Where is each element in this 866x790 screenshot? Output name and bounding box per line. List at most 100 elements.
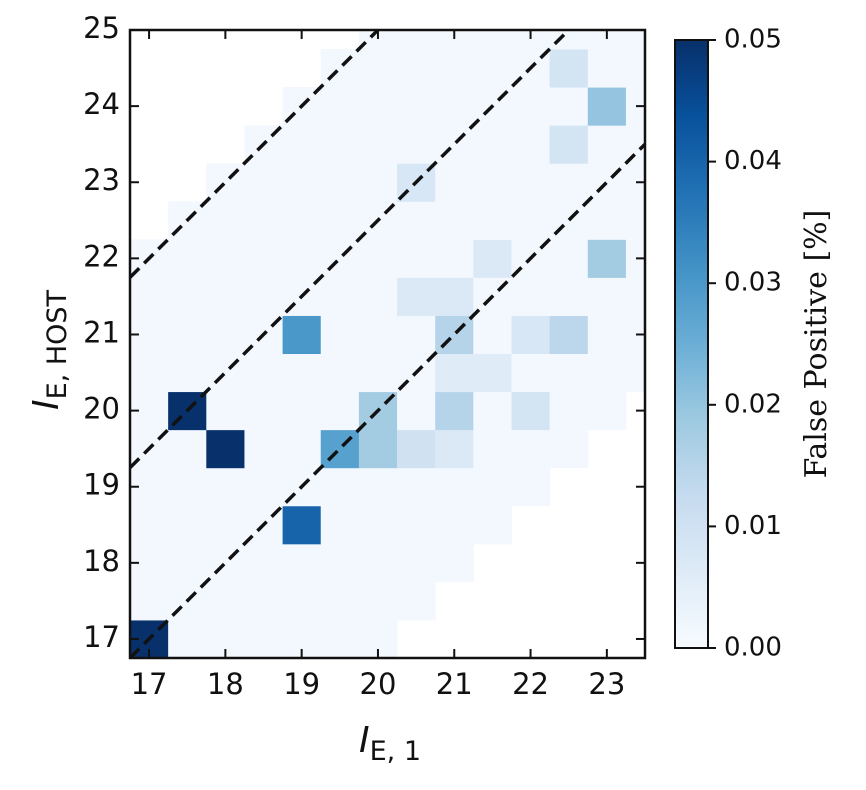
heatmap-cell [625,315,645,355]
y-axis-label: IE, HOST [26,289,73,410]
heatmap-cell [244,391,284,431]
y-tick-label: 21 [83,315,120,349]
heatmap-cell [587,30,627,50]
colorbar-tick-label: 0.05 [724,25,782,55]
x-tick-label: 20 [360,667,397,701]
heatmap-cell [549,30,589,50]
heatmap-cell [549,87,589,126]
heatmap-cell [244,353,284,393]
heatmap-cell [473,201,512,240]
heatmap-cell [397,581,436,621]
heatmap-cell [130,581,169,621]
heatmap-cell [244,581,284,621]
heatmap-cell [587,277,627,316]
heatmap-cell [511,429,551,469]
y-tick-label: 23 [83,163,120,197]
heatmap-cell [549,49,589,88]
heatmap-cell [320,49,360,88]
heatmap-cell [397,201,436,240]
heatmap-cell [320,87,360,126]
heatmap-cell [244,277,284,316]
heatmap-cell [625,239,645,278]
heatmap-cell [282,581,322,621]
heatmap-cell [168,467,207,507]
heatmap-cell [587,391,627,431]
heatmap-cell [473,505,512,545]
heatmap-cell [473,49,512,88]
heatmap-cell [244,201,284,240]
heatmap-cell [206,163,245,202]
plot-frame [128,28,647,660]
heatmap-cell [435,125,474,164]
heatmap-cell [397,239,436,278]
heatmap-cell [625,277,645,316]
heatmap-cell [130,277,169,316]
heatmap-cell [206,315,245,355]
heatmap-cell [320,429,360,469]
heatmap-cell [473,315,512,355]
heatmap-cell [625,30,645,50]
heatmap-cell [397,49,436,88]
y-tick-label: 25 [83,11,120,45]
heatmap-cell [320,201,360,240]
x-tick-label: 21 [436,667,473,701]
heatmap-cell [625,163,645,202]
heatmap-cell [587,87,627,126]
heatmap-cell [282,201,322,240]
x-axis-label: IE, 1 [359,720,421,767]
heatmap-cell [358,125,398,164]
heatmap-cell [435,391,474,431]
heatmap-cell [168,277,207,316]
heatmap-cell [397,277,436,316]
heatmap-cell [435,543,474,583]
heatmap-cell [320,277,360,316]
heatmap-cell [130,505,169,545]
heatmap-cell [473,239,512,278]
colorbar-tick-label: 0.04 [724,146,782,176]
y-tick-label: 19 [83,468,120,502]
y-label-main: I [26,399,67,410]
y-tick-label: 20 [83,392,120,426]
heatmap-cell [320,163,360,202]
y-label-sub: E, HOST [42,289,73,399]
heatmap-cell [511,30,551,50]
heatmap-cell [397,467,436,507]
colorbar-label: False Positive [%] [799,210,834,479]
heatmap-cell [206,391,245,431]
heatmap-cell [244,239,284,278]
heatmap-cell [282,505,322,545]
heatmap-cell [358,277,398,316]
heatmap-cell [320,353,360,393]
heatmap-cell [473,353,512,393]
heatmap-cell [587,49,627,88]
heatmap-cell [168,353,207,393]
heatmap-cell [244,619,284,658]
colorbar [674,39,709,649]
heatmap-cell [549,239,589,278]
reference-line [130,142,645,658]
heatmap-cell [282,353,322,393]
heatmap-cell [549,429,589,469]
heatmap-cell [625,87,645,126]
heatmap-cell [358,315,398,355]
heatmap-cell [435,277,474,316]
heatmap-cell [358,163,398,202]
heatmap-cell [511,125,551,164]
heatmap-cell [549,125,589,164]
heatmap-cell [206,505,245,545]
y-tick-label: 18 [83,544,120,578]
heatmap-cell [358,87,398,126]
heatmap-cell [244,163,284,202]
heatmap-cell [282,391,322,431]
heatmap-cell [625,201,645,240]
heatmap-cell [511,353,551,393]
heatmap-cell [549,353,589,393]
heatmap-cell [206,239,245,278]
y-tick-label: 24 [83,87,120,121]
heatmap-cell [435,30,474,50]
heatmap-cell [206,353,245,393]
heatmap-cell [320,505,360,545]
heatmap-cell [206,467,245,507]
heatmap-cell [320,543,360,583]
